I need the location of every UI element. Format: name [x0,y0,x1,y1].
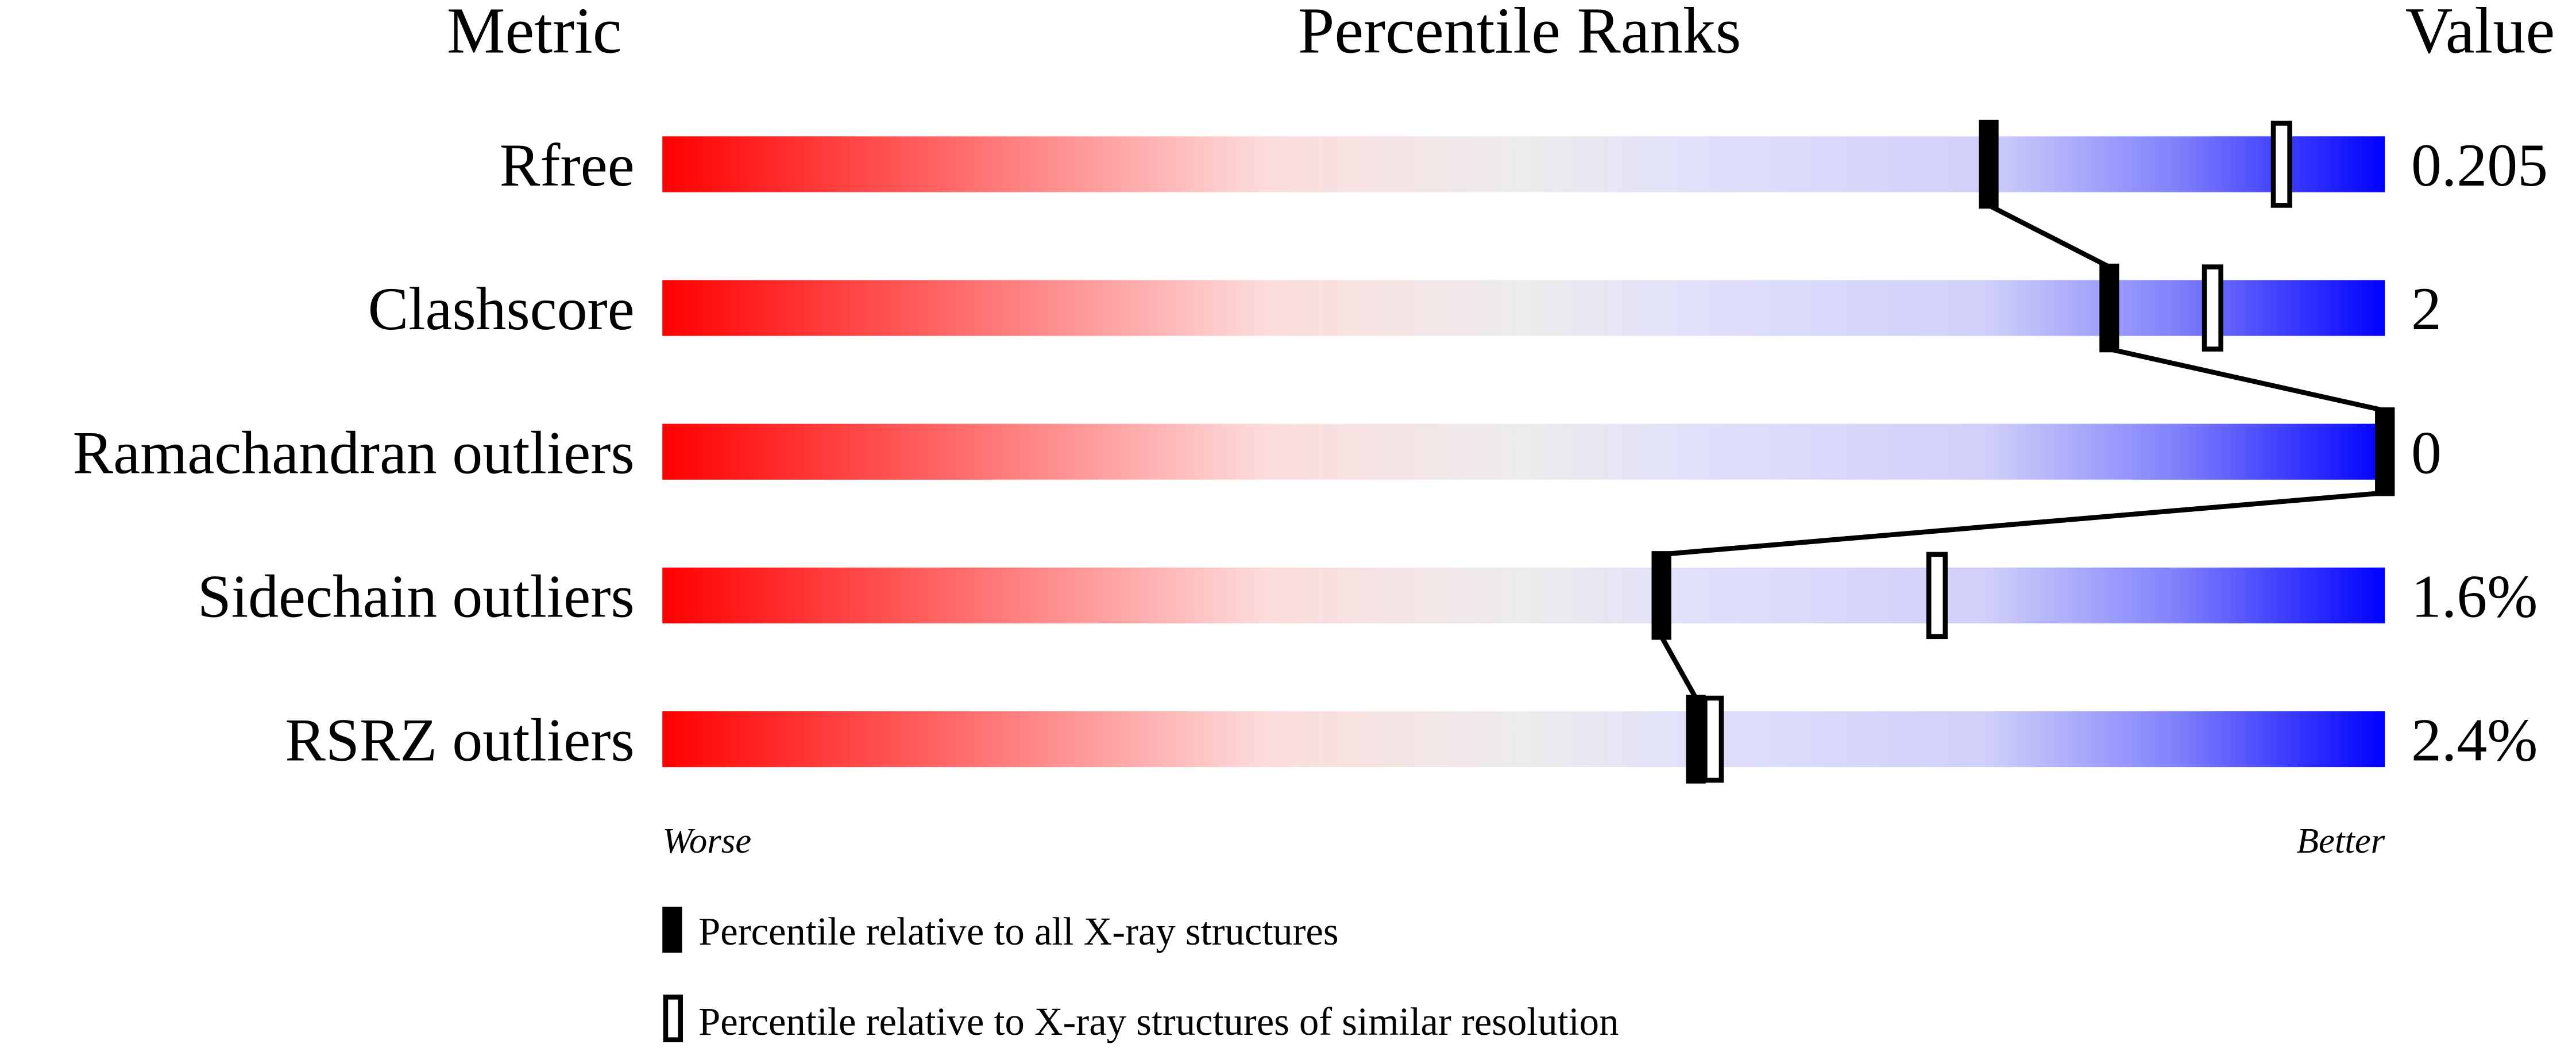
marker-similar-resolution [1702,695,1724,783]
marker-all-structures [2099,263,2119,353]
value-header: Value [2405,0,2555,67]
worse-label: Worse [662,820,751,861]
connector-line [1659,635,1698,700]
metric-header: Metric [447,0,622,67]
metric-label: Sidechain outliers [198,563,635,630]
legend-filled-marker-icon [662,907,682,953]
legend-label-all: Percentile relative to all X-ray structu… [698,910,1338,953]
connector-line [1987,203,2111,269]
marker-all-structures [2375,407,2395,496]
marker-similar-resolution [1926,552,1948,639]
connector-line [2108,346,2386,413]
metric-value: 0 [2411,419,2442,486]
marker-similar-resolution [2270,121,2292,208]
metric-value: 1.6% [2411,563,2538,630]
legend-open-marker-icon [663,995,683,1042]
percentile-bar [662,423,2385,480]
percentile-bar [662,280,2385,336]
better-label: Better [2297,820,2385,861]
marker-all-structures [1686,695,1706,784]
metric-label: Clashscore [368,275,635,342]
metric-label: Ramachandran outliers [73,419,635,486]
percentile-bar [662,136,2385,192]
percentile-bar [662,567,2385,623]
percentile-bar [662,711,2385,768]
marker-all-structures [1651,551,1671,640]
metric-label: Rfree [500,132,635,199]
ranks-header: Percentile Ranks [1298,0,1741,67]
metric-value: 2 [2411,275,2442,342]
connector-line [1661,490,2385,557]
metric-value: 0.205 [2411,132,2548,199]
metric-value: 2.4% [2411,707,2538,774]
marker-all-structures [1979,120,1999,209]
metric-label: RSRZ outliers [285,707,634,774]
legend-label-similar: Percentile relative to X-ray structures … [698,1000,1619,1043]
marker-similar-resolution [2202,264,2223,352]
